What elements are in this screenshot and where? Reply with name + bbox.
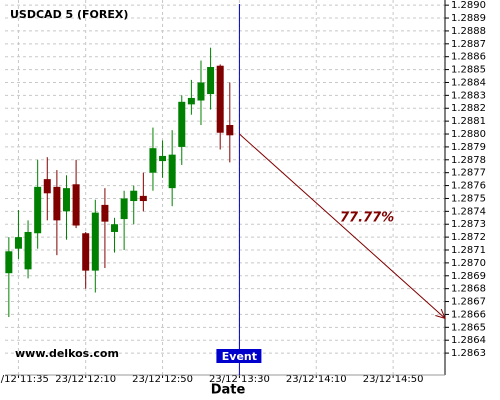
candle-body — [216, 65, 224, 133]
y-tick-label: 1.2880 — [451, 129, 486, 140]
candle-body — [130, 190, 138, 202]
y-tick-label: 1.2881 — [451, 116, 486, 127]
candle-body — [178, 101, 186, 147]
x-tick-label: 23/12 12:10 — [55, 374, 116, 385]
candle-body — [91, 212, 99, 271]
candle-body — [101, 204, 109, 222]
x-tick-label: 23/12 14:10 — [286, 374, 347, 385]
y-tick-label: 1.2882 — [451, 103, 486, 114]
y-tick-label: 1.2885 — [451, 65, 486, 76]
y-tick-label: 1.2865 — [451, 322, 486, 333]
candle-body — [53, 186, 61, 221]
y-tick-label: 1.2888 — [451, 26, 486, 37]
candle-body — [168, 154, 176, 189]
candle-body — [82, 233, 90, 271]
x-tick-label: 23/12 11:35 — [0, 374, 49, 385]
y-tick-label: 1.2874 — [451, 206, 486, 217]
y-tick-label: 1.2870 — [451, 258, 486, 269]
x-tick-label: 23/12 14:50 — [363, 374, 424, 385]
y-tick-label: 1.2875 — [451, 193, 486, 204]
candle-body — [120, 198, 128, 220]
y-tick-label: 1.2884 — [451, 77, 486, 88]
candle-body — [5, 251, 13, 274]
event-label: Event — [222, 350, 257, 363]
y-tick-label: 1.2867 — [451, 297, 486, 308]
candle-body — [111, 224, 119, 232]
y-tick-label: 1.2890 — [451, 0, 486, 11]
y-tick-label: 1.2866 — [451, 309, 486, 320]
y-tick-label: 1.2869 — [451, 271, 486, 282]
watermark: www.delkos.com — [15, 347, 119, 360]
y-tick-label: 1.2864 — [451, 335, 486, 346]
y-tick-label: 1.2879 — [451, 142, 486, 153]
y-tick-label: 1.2876 — [451, 181, 486, 192]
candle-body — [139, 195, 147, 202]
candle-body — [62, 188, 70, 212]
candle-body — [34, 186, 42, 234]
x-tick-label: 23/12 12:50 — [132, 374, 193, 385]
y-tick-label: 1.2877 — [451, 168, 486, 179]
y-tick-label: 1.2873 — [451, 219, 486, 230]
y-tick-label: 1.2878 — [451, 155, 486, 166]
candle-body — [226, 125, 234, 136]
forecast-arrow — [239, 133, 446, 319]
candle-body — [24, 231, 32, 270]
y-tick-label: 1.2871 — [451, 245, 486, 256]
candle-body — [159, 155, 167, 162]
candle-body — [149, 148, 157, 173]
candle-body — [72, 184, 80, 226]
y-tick-label: 1.2868 — [451, 284, 486, 295]
x-axis-label: Date — [211, 383, 246, 398]
y-tick-label: 1.2883 — [451, 90, 486, 101]
chart-title: USDCAD 5 (FOREX) — [10, 8, 128, 21]
y-tick-label: 1.2863 — [451, 348, 486, 359]
candle-body — [207, 67, 215, 95]
y-tick-label: 1.2889 — [451, 13, 486, 24]
candle-body — [197, 82, 205, 101]
candle-body — [14, 237, 22, 249]
y-tick-label: 1.2886 — [451, 52, 486, 63]
candle-body — [187, 97, 195, 105]
candle-body — [43, 179, 51, 194]
x-tick-label: 23/12 13:30 — [209, 374, 270, 385]
forecast-label: 77.77% — [340, 211, 394, 226]
y-tick-label: 1.2887 — [451, 39, 486, 50]
event-box — [216, 349, 262, 363]
y-tick-label: 1.2872 — [451, 232, 486, 243]
arrow-head — [435, 308, 446, 320]
